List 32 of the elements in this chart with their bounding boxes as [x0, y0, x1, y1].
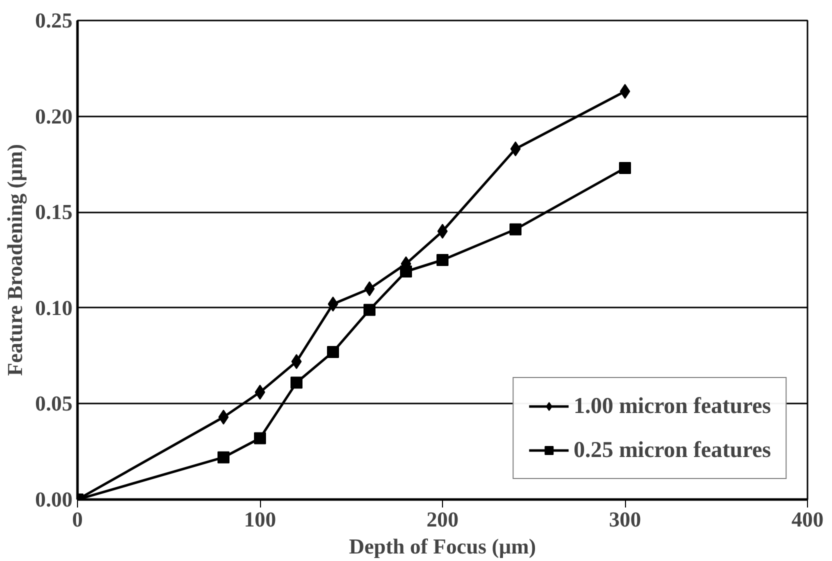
- point: [328, 296, 338, 312]
- y-tick-label: 0.20: [35, 104, 73, 128]
- x-axis-title: Depth of Focus (µm): [348, 534, 536, 558]
- point: [619, 162, 631, 174]
- point: [218, 451, 230, 464]
- y-tick-label: 0.25: [35, 8, 73, 32]
- point: [290, 376, 302, 389]
- point: [291, 354, 302, 370]
- y-tick-label: 0.05: [35, 392, 73, 416]
- y-tick-label: 0.00: [35, 488, 73, 512]
- point: [364, 304, 376, 316]
- point: [364, 281, 375, 296]
- point: [437, 224, 448, 239]
- point: [254, 384, 266, 400]
- y-tick-label: 0.10: [35, 296, 73, 320]
- point: [327, 346, 339, 358]
- point: [400, 265, 412, 278]
- point: [254, 432, 266, 444]
- x-tick-label: 200: [426, 508, 459, 532]
- point: [510, 223, 522, 236]
- y-axis-title: Feature Broadening (µm): [3, 144, 28, 376]
- legend-label: 0.25 micron features: [574, 437, 771, 463]
- x-tick-label: 100: [244, 508, 276, 532]
- y-tick-label: 0.15: [35, 200, 73, 224]
- point: [620, 84, 630, 99]
- point: [510, 141, 521, 156]
- x-tick-label: 0: [72, 508, 83, 532]
- legend-label: 1.00 micron features: [574, 393, 771, 419]
- point: [218, 410, 229, 425]
- point: [436, 254, 448, 266]
- x-tick-label: 400: [792, 508, 824, 532]
- x-tick-label: 300: [609, 508, 642, 532]
